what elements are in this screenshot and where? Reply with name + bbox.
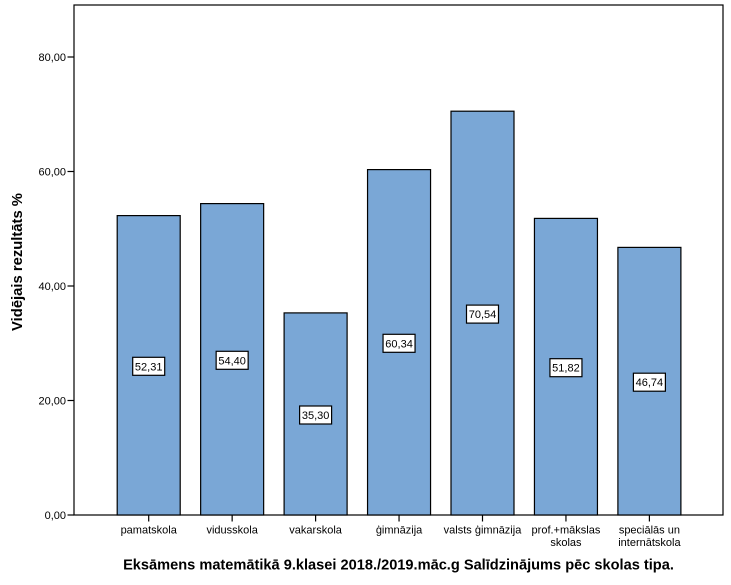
svg-text:60,00: 60,00: [38, 166, 66, 178]
svg-text:speciālās un: speciālās un: [619, 525, 680, 537]
svg-text:prof.+mākslas: prof.+mākslas: [532, 525, 601, 537]
svg-text:60,34: 60,34: [385, 338, 413, 350]
svg-text:skolas: skolas: [550, 537, 582, 549]
svg-text:0,00: 0,00: [45, 510, 66, 522]
svg-text:ģimnāzija: ģimnāzija: [376, 524, 423, 537]
svg-text:40,00: 40,00: [38, 281, 66, 293]
svg-text:valsts ģimnāzija: valsts ģimnāzija: [444, 524, 523, 537]
svg-text:20,00: 20,00: [38, 395, 66, 407]
svg-text:51,82: 51,82: [552, 363, 580, 375]
svg-text:46,74: 46,74: [636, 377, 664, 389]
svg-text:internātskola: internātskola: [618, 537, 681, 549]
svg-text:35,30: 35,30: [302, 410, 330, 422]
svg-text:vakarskola: vakarskola: [289, 525, 342, 537]
svg-text:vidusskola: vidusskola: [206, 525, 258, 537]
svg-text:70,54: 70,54: [469, 309, 497, 321]
svg-text:80,00: 80,00: [38, 52, 66, 64]
svg-text:pamatskola: pamatskola: [121, 525, 178, 537]
svg-text:Vidējais rezultāts %: Vidējais rezultāts %: [10, 193, 26, 331]
svg-text:52,31: 52,31: [135, 361, 163, 373]
svg-text:Eksāmens matemātikā 9.klasei 2: Eksāmens matemātikā 9.klasei 2018./2019.…: [123, 558, 674, 574]
svg-text:54,40: 54,40: [218, 355, 246, 367]
